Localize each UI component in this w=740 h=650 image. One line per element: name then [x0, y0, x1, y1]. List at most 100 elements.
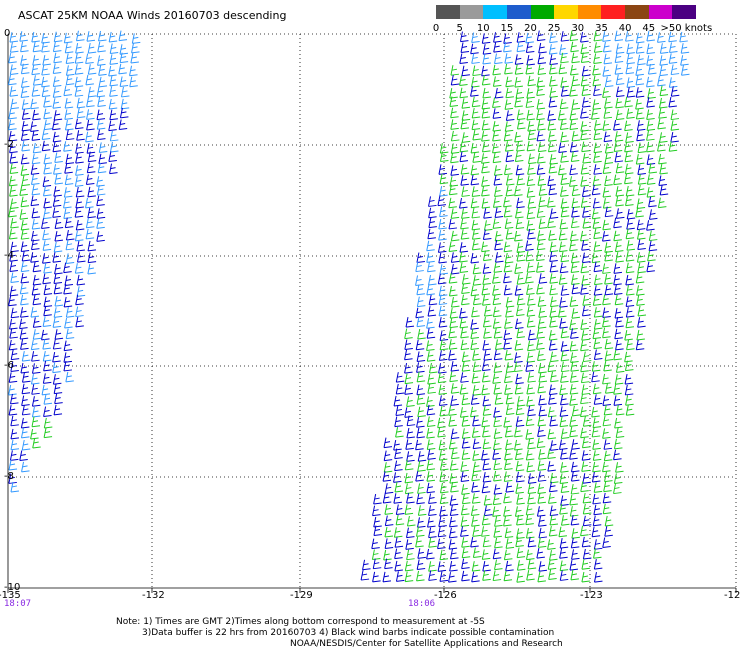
wind-barb [9, 186, 18, 197]
wind-barb [570, 252, 580, 264]
wind-barb [646, 109, 655, 121]
wind-barb [570, 537, 580, 549]
wind-barb [19, 185, 28, 196]
wind-barb [460, 164, 470, 175]
wind-barb [580, 129, 589, 141]
wind-barb [526, 208, 536, 220]
wind-barb [646, 174, 656, 185]
wind-barb [483, 350, 492, 361]
wind-barb [526, 109, 536, 121]
wind-barb [549, 296, 559, 308]
wind-barb [615, 462, 624, 473]
wind-barb [525, 250, 535, 262]
wind-barb [118, 119, 128, 130]
wind-barb [580, 481, 589, 493]
wind-barb [514, 285, 524, 296]
wind-barb [571, 75, 581, 87]
wind-barb [570, 217, 580, 229]
wind-barb [624, 96, 633, 108]
wind-barb [54, 218, 64, 230]
wind-barb [570, 514, 580, 526]
wind-barb [504, 164, 513, 176]
wind-barb [515, 318, 524, 330]
wind-barb [604, 98, 613, 109]
wind-barb [493, 42, 502, 53]
wind-barb [492, 108, 502, 119]
wind-barb [119, 76, 129, 88]
wind-barb [549, 514, 559, 526]
wind-barb [460, 218, 469, 230]
wind-barb [98, 30, 107, 42]
wind-barb [582, 515, 592, 527]
wind-barb [31, 384, 40, 395]
wind-barb [470, 86, 479, 97]
wind-barb [591, 184, 601, 196]
wind-barb [659, 163, 668, 175]
wind-barb [525, 361, 534, 372]
wind-barb [393, 439, 402, 451]
wind-barb [560, 372, 569, 383]
wind-barb [592, 417, 602, 429]
wind-barb [426, 439, 436, 450]
wind-barb [20, 294, 29, 306]
wind-barb [560, 77, 569, 88]
wind-barb [492, 373, 501, 384]
wind-barb [514, 76, 523, 88]
wind-barb [405, 527, 415, 539]
wind-barb [459, 242, 469, 253]
wind-barb [471, 76, 480, 88]
wind-barb [635, 108, 645, 120]
wind-barb [42, 273, 51, 285]
wind-barb [569, 296, 579, 307]
wind-barb [492, 570, 502, 582]
wind-barb [96, 218, 105, 229]
wind-barb [492, 273, 501, 284]
wind-barb [109, 163, 118, 175]
wind-barb [492, 64, 501, 76]
wind-barb [459, 317, 469, 329]
wind-barb [569, 230, 579, 242]
wind-barb [570, 569, 579, 581]
wind-barb [482, 536, 492, 548]
wind-barb [670, 109, 680, 121]
wind-barb [85, 197, 94, 209]
wind-barb [537, 175, 547, 186]
wind-barb [460, 471, 470, 482]
wind-barb [659, 43, 669, 54]
wind-barb [569, 426, 578, 438]
wind-barb [537, 382, 546, 394]
wind-barb [581, 559, 591, 570]
wind-barb [439, 151, 449, 163]
wind-barb [438, 439, 448, 451]
wind-barb [417, 483, 426, 494]
wind-barb [592, 383, 602, 395]
wind-barb [406, 451, 415, 462]
wind-barb [427, 228, 436, 240]
wind-barb [635, 74, 645, 86]
legend-swatch [530, 5, 555, 19]
wind-barb [603, 450, 613, 462]
wind-barb [481, 33, 491, 44]
wind-barb [614, 52, 624, 64]
wind-barb [426, 328, 436, 339]
wind-barb [471, 32, 480, 44]
wind-barb [461, 428, 471, 439]
wind-barb [438, 317, 448, 328]
wind-barb [515, 207, 524, 219]
wind-barb [406, 493, 415, 504]
wind-barb [560, 394, 569, 406]
wind-barb [53, 404, 63, 416]
wind-barb [437, 242, 447, 253]
wind-barb [461, 437, 471, 449]
wind-barb [416, 351, 426, 362]
wind-barb [637, 239, 646, 251]
wind-barb [64, 217, 74, 229]
wind-barb [647, 250, 656, 262]
wind-barb [526, 140, 536, 152]
wind-barb [504, 63, 513, 75]
wind-barb [63, 85, 72, 97]
wind-barb [516, 174, 526, 186]
wind-barb [492, 294, 502, 306]
wind-barb [527, 295, 536, 306]
wind-barb [404, 373, 414, 385]
